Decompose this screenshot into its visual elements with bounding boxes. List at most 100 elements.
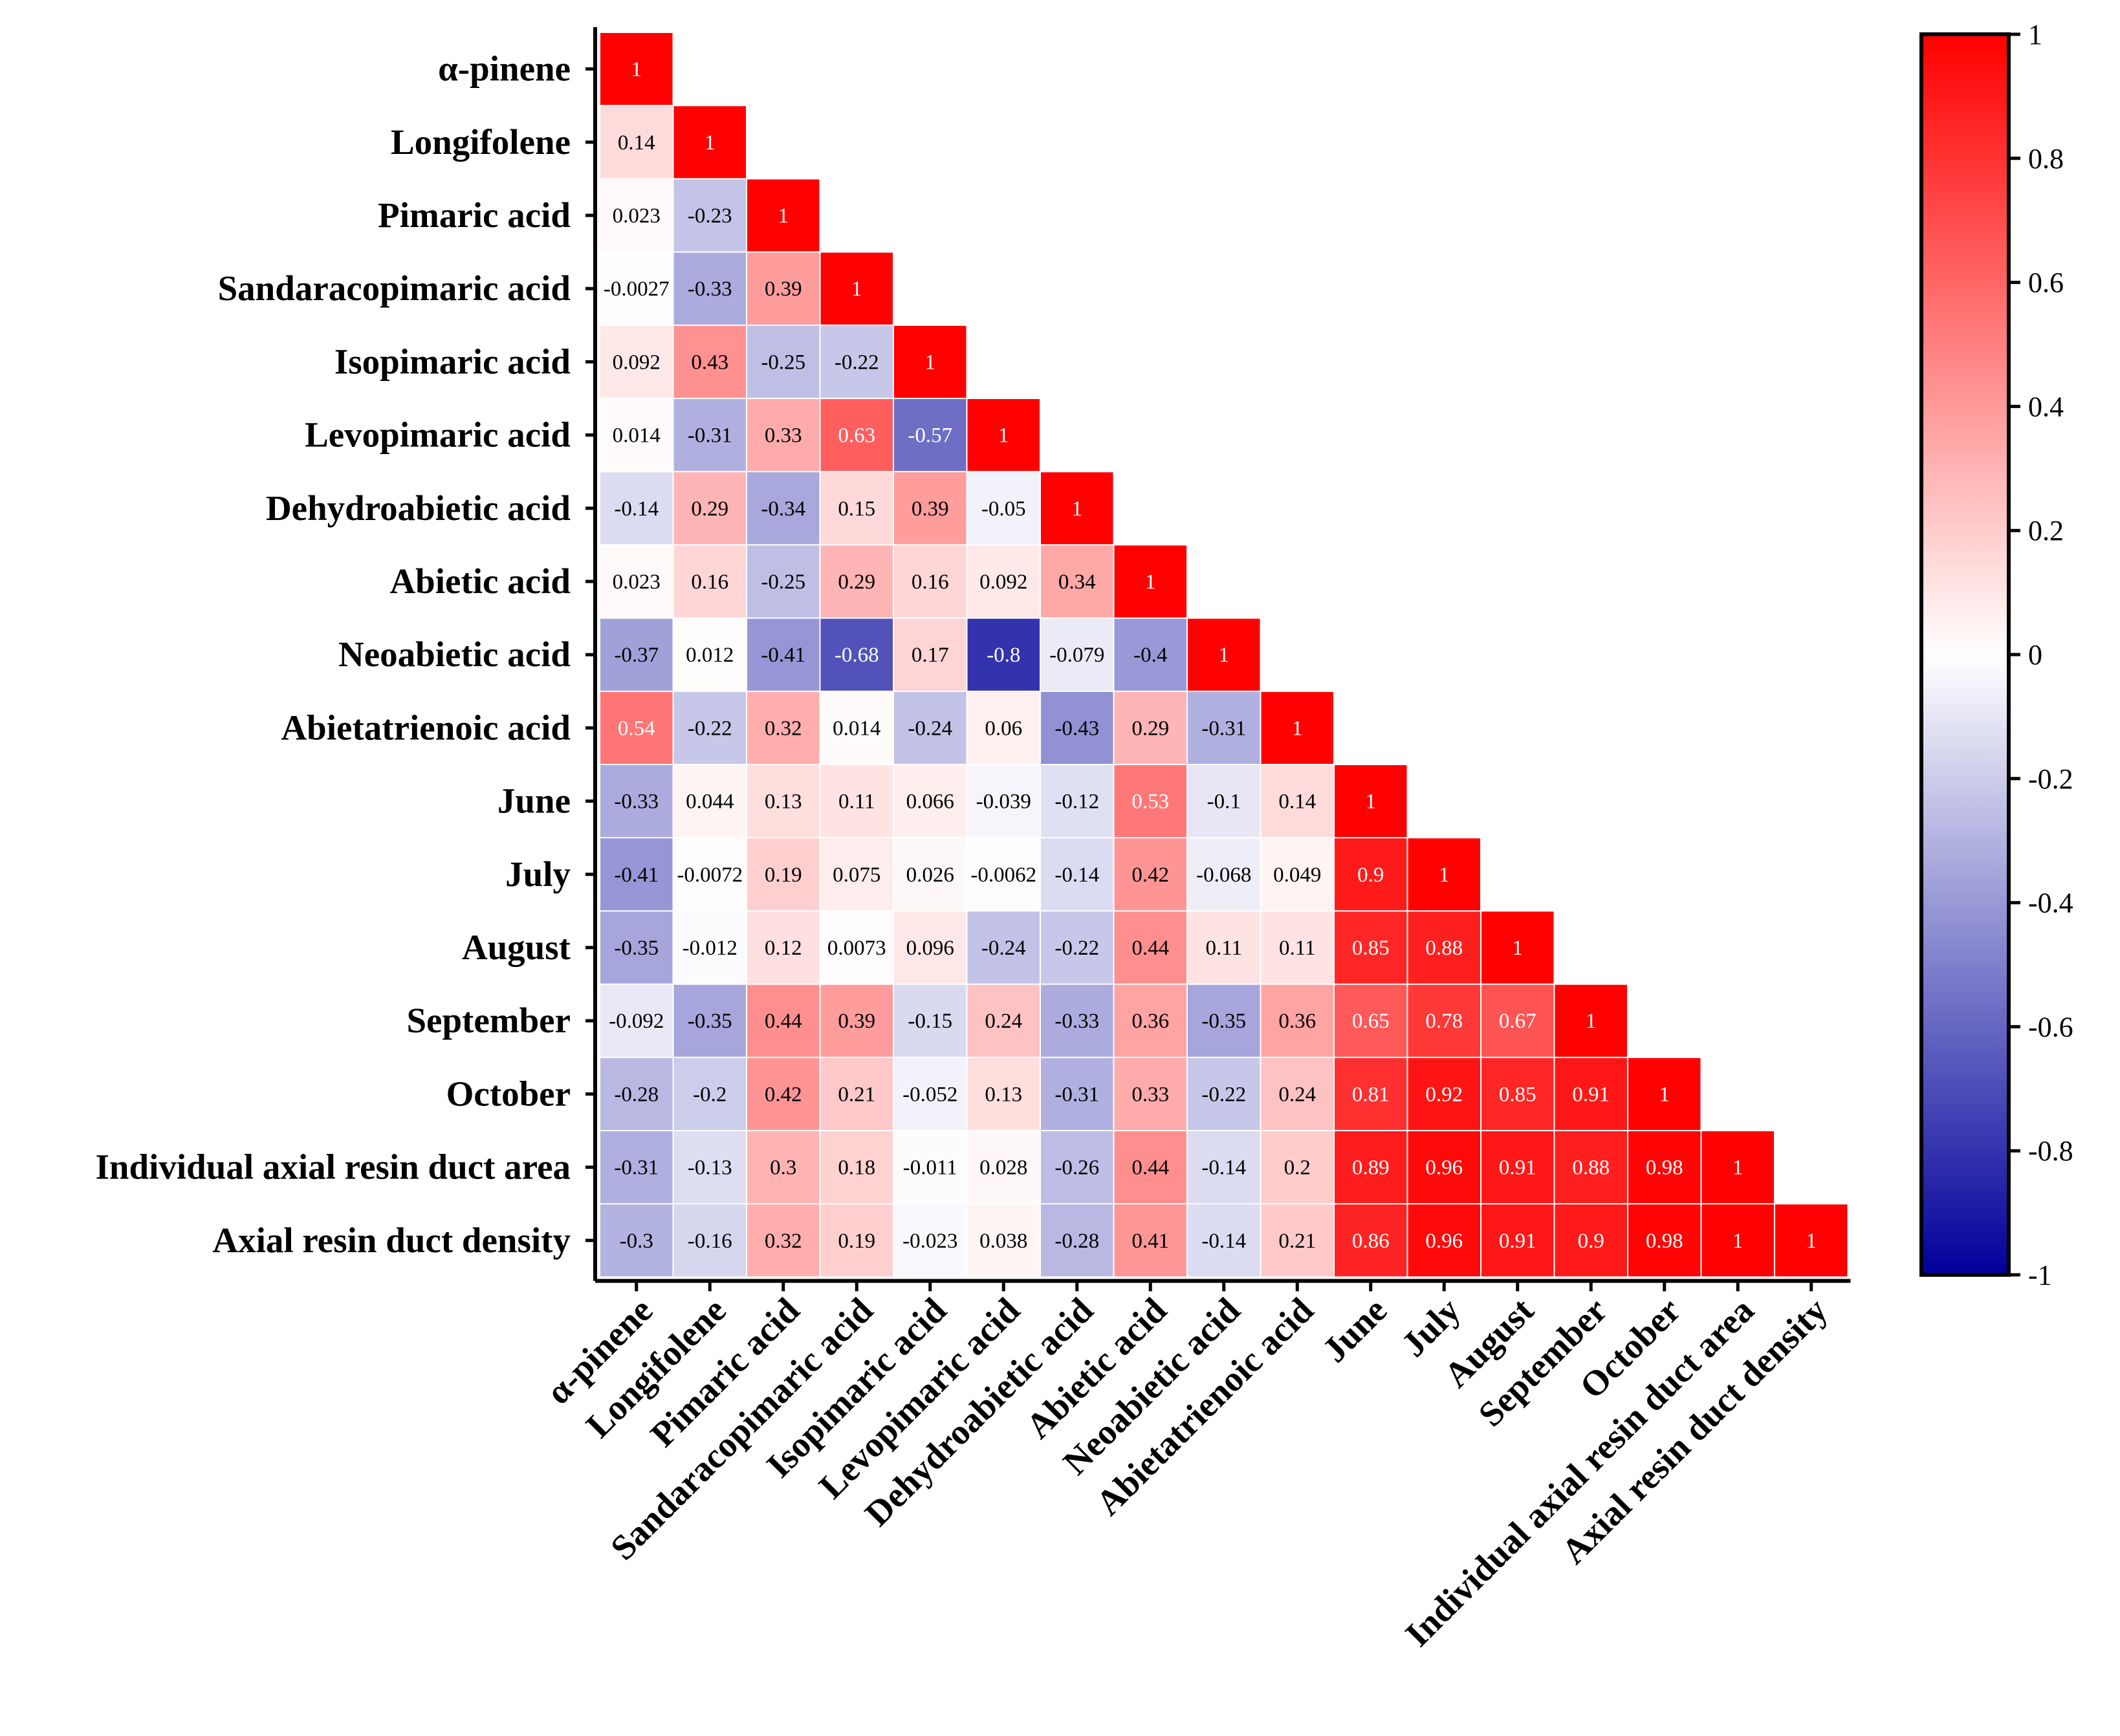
heatmap-cell xyxy=(1261,838,1333,911)
heatmap-cell xyxy=(967,1058,1040,1130)
cell-value-label: 0.066 xyxy=(906,790,954,814)
cell-value-label: 0.06 xyxy=(985,717,1022,740)
cell-value-label: -0.011 xyxy=(903,1156,957,1180)
cell-value-label: 0.15 xyxy=(838,497,875,521)
heatmap-cell xyxy=(1555,1058,1627,1130)
cell-value-label: 0.11 xyxy=(1279,937,1316,960)
heatmap-cell xyxy=(1041,1131,1113,1204)
row-label: October xyxy=(446,1074,571,1113)
cell-value-label: 0.44 xyxy=(1131,937,1169,960)
row-label: June xyxy=(497,781,571,821)
colorbar-tick-label: 0.6 xyxy=(2028,267,2064,299)
heatmap-cell xyxy=(820,691,893,764)
heatmap-cell xyxy=(1114,984,1186,1057)
cell-value-label: 1 xyxy=(1806,1230,1817,1253)
cell-value-label: 0.32 xyxy=(765,717,802,740)
heatmap-cell xyxy=(1481,1204,1554,1277)
cell-value-label: -0.0062 xyxy=(970,863,1036,887)
heatmap-cell xyxy=(600,325,673,398)
heatmap-cell xyxy=(673,1204,746,1277)
cell-value-label: -0.22 xyxy=(1201,1083,1246,1106)
cell-value-label: 0.9 xyxy=(1578,1230,1604,1253)
cell-value-label: 0.012 xyxy=(686,644,734,667)
cell-value-label: 0.44 xyxy=(765,1010,802,1033)
heatmap-cell xyxy=(967,838,1040,911)
row-label: Dehydroabietic acid xyxy=(266,488,571,528)
heatmap-cell xyxy=(894,618,967,691)
heatmap-cell xyxy=(600,399,673,472)
heatmap-cell xyxy=(1114,618,1186,691)
heatmap-cell xyxy=(1261,984,1333,1057)
cell-value-label: 0.038 xyxy=(979,1230,1027,1253)
heatmap-cell xyxy=(1408,838,1480,911)
cell-value-label: -0.05 xyxy=(981,497,1026,521)
heatmap-cell xyxy=(1041,1058,1113,1130)
colorbar-tick-label: 0.8 xyxy=(2028,143,2064,175)
heatmap-cell xyxy=(673,545,746,618)
heatmap-cell xyxy=(1188,618,1260,691)
heatmap-cell xyxy=(747,325,820,398)
heatmap-cell xyxy=(1188,765,1260,838)
heatmap-cell xyxy=(894,1131,967,1204)
heatmap-cell xyxy=(967,984,1040,1057)
cell-value-label: -0.039 xyxy=(976,790,1031,814)
heatmap-cell xyxy=(1555,984,1627,1057)
heatmap-cell xyxy=(673,1058,746,1130)
cell-value-label: 0.36 xyxy=(1278,1010,1316,1033)
heatmap-cell xyxy=(673,252,746,325)
cell-value-label: 0.85 xyxy=(1499,1083,1536,1106)
heatmap-cell xyxy=(747,838,820,911)
cell-value-label: 0.19 xyxy=(765,863,802,887)
heatmap-cell xyxy=(820,984,893,1057)
cell-value-label: -0.4 xyxy=(1133,644,1167,667)
cell-value-label: -0.57 xyxy=(908,424,952,448)
cell-value-label: 0.98 xyxy=(1646,1156,1683,1180)
heatmap-cell xyxy=(600,545,673,618)
cell-value-label: 1 xyxy=(1732,1230,1743,1253)
cell-value-label: -0.052 xyxy=(902,1083,957,1106)
heatmap-cell xyxy=(1114,838,1186,911)
cell-value-label: 1 xyxy=(1659,1083,1670,1106)
cell-value-label: 0.67 xyxy=(1499,1010,1536,1033)
cell-value-label: 0.18 xyxy=(838,1156,875,1180)
row-label: August xyxy=(462,928,571,967)
cell-value-label: 0.41 xyxy=(1131,1230,1169,1253)
heatmap-cell xyxy=(1261,691,1333,764)
cell-value-label: 0.96 xyxy=(1425,1156,1463,1180)
cell-value-label: -0.25 xyxy=(761,351,805,374)
cell-value-label: 0.092 xyxy=(979,570,1027,594)
heatmap-cells: 1 0.14 1 0.023 -0.23 1 -0.0027 -0.33 0.39 1 0.092 0… xyxy=(600,33,1848,1277)
heatmap-cell xyxy=(894,1204,967,1277)
heatmap-cell xyxy=(673,1131,746,1204)
cell-value-label: -0.092 xyxy=(609,1010,664,1033)
heatmap-cell xyxy=(673,765,746,838)
cell-value-label: -0.14 xyxy=(1201,1156,1246,1180)
cell-value-label: -0.26 xyxy=(1055,1156,1099,1180)
heatmap-cell xyxy=(1775,1204,1848,1277)
cell-value-label: -0.8 xyxy=(987,644,1020,667)
heatmap-cell xyxy=(1335,838,1407,911)
cell-value-label: 0.9 xyxy=(1357,863,1384,887)
cell-value-label: 1 xyxy=(1072,497,1083,521)
heatmap-cell xyxy=(673,399,746,472)
cell-value-label: 0.63 xyxy=(838,424,875,448)
heatmap-cell xyxy=(600,1058,673,1130)
heatmap-cell xyxy=(747,911,820,984)
cell-value-label: 1 xyxy=(1366,790,1377,814)
cell-value-label: 0.023 xyxy=(613,570,661,594)
cell-value-label: -0.22 xyxy=(1055,937,1099,960)
heatmap-cell xyxy=(1188,1131,1260,1204)
cell-value-label: 1 xyxy=(778,204,789,228)
heatmap-cell xyxy=(967,911,1040,984)
heatmap-cell xyxy=(1041,765,1113,838)
heatmap-cell xyxy=(1188,838,1260,911)
cell-value-label: 0.2 xyxy=(1284,1156,1311,1180)
cell-value-label: -0.37 xyxy=(614,644,659,667)
heatmap-cell xyxy=(1701,1204,1774,1277)
heatmap-cell xyxy=(820,545,893,618)
heatmap-cell xyxy=(1188,691,1260,764)
heatmap-cell xyxy=(1481,984,1554,1057)
heatmap-cell xyxy=(1335,1131,1407,1204)
